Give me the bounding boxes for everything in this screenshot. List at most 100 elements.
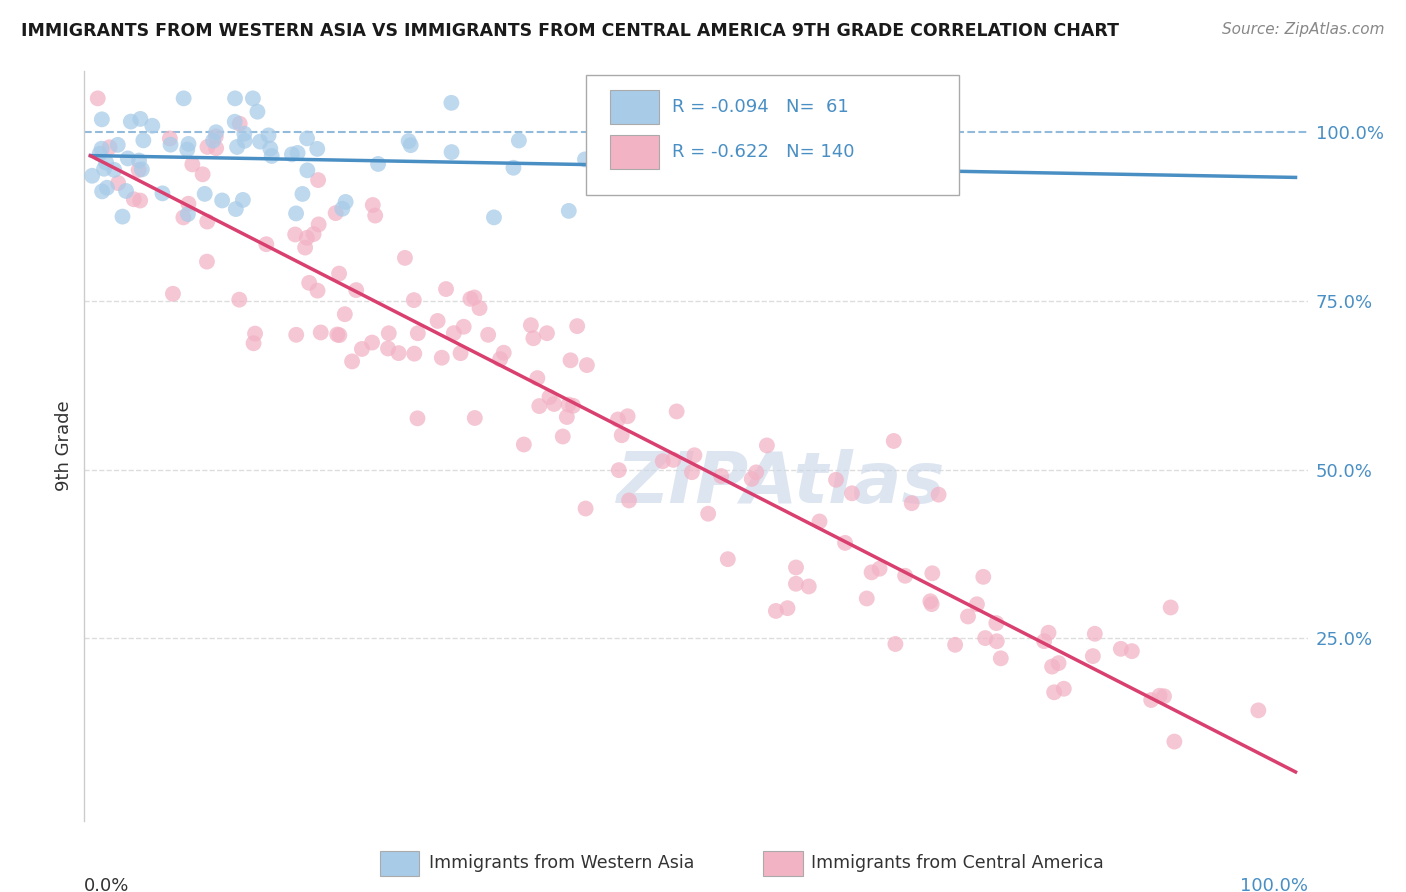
Point	[177, 136, 200, 151]
Point	[1153, 690, 1175, 704]
Point	[176, 143, 198, 157]
Point	[841, 486, 863, 500]
Point	[665, 404, 688, 418]
Point	[243, 326, 266, 341]
Point	[141, 119, 163, 133]
Point	[785, 560, 807, 574]
Point	[1109, 641, 1132, 656]
Point	[399, 138, 422, 153]
Point	[307, 173, 329, 187]
Point	[1160, 600, 1182, 615]
Point	[335, 194, 357, 209]
Point	[233, 134, 256, 148]
Text: R = -0.094   N=  61: R = -0.094 N= 61	[672, 98, 848, 116]
Point	[309, 326, 332, 340]
Point	[560, 353, 582, 368]
Point	[1140, 693, 1163, 707]
Point	[333, 307, 356, 321]
Point	[194, 186, 217, 201]
Point	[755, 438, 778, 452]
Point	[202, 134, 225, 148]
Point	[224, 91, 246, 105]
Point	[551, 429, 574, 443]
Text: ZIPAtlas: ZIPAtlas	[617, 449, 946, 518]
Point	[406, 411, 429, 425]
Point	[575, 358, 598, 372]
Text: R = -0.622   N= 140: R = -0.622 N= 140	[672, 144, 853, 161]
Point	[307, 284, 329, 298]
Point	[120, 114, 142, 128]
Point	[855, 591, 877, 606]
Point	[242, 336, 264, 351]
Point	[610, 428, 633, 442]
Point	[340, 354, 363, 368]
Point	[430, 351, 453, 365]
Point	[172, 211, 194, 225]
Point	[990, 651, 1012, 665]
Point	[986, 634, 1008, 648]
Point	[543, 397, 565, 411]
Point	[402, 293, 425, 307]
Point	[1047, 656, 1070, 670]
Point	[388, 346, 411, 360]
Point	[228, 293, 250, 307]
Point	[378, 326, 401, 341]
Point	[616, 409, 638, 424]
Point	[249, 135, 271, 149]
Point	[860, 566, 883, 580]
Point	[90, 112, 112, 127]
Point	[225, 202, 247, 216]
Point	[159, 131, 181, 145]
Point	[434, 282, 457, 296]
Point	[1053, 681, 1076, 696]
Point	[246, 104, 269, 119]
Point	[440, 95, 463, 110]
Point	[173, 91, 195, 105]
Point	[285, 206, 308, 220]
FancyBboxPatch shape	[586, 75, 959, 195]
Point	[508, 134, 530, 148]
Point	[776, 601, 799, 615]
Point	[162, 286, 184, 301]
Point	[574, 153, 596, 167]
Point	[522, 331, 544, 345]
Point	[302, 227, 325, 241]
Point	[468, 301, 491, 315]
Point	[567, 319, 589, 334]
Point	[697, 507, 720, 521]
Point	[394, 251, 416, 265]
Point	[228, 117, 250, 131]
Point	[574, 501, 596, 516]
Point	[825, 473, 848, 487]
Point	[928, 488, 950, 502]
Point	[526, 371, 548, 385]
Point	[536, 326, 558, 341]
Point	[785, 576, 807, 591]
Point	[869, 562, 891, 576]
Point	[295, 131, 318, 145]
Point	[477, 327, 499, 342]
Point	[257, 128, 280, 143]
Point	[94, 155, 117, 169]
Point	[361, 198, 384, 212]
Point	[943, 638, 966, 652]
Point	[294, 241, 316, 255]
Point	[651, 454, 673, 468]
Point	[463, 290, 485, 304]
Point	[191, 167, 214, 181]
Point	[205, 125, 228, 139]
Point	[489, 352, 512, 367]
Point	[128, 163, 150, 178]
Point	[513, 437, 536, 451]
Point	[464, 411, 486, 425]
Point	[607, 412, 630, 426]
Point	[520, 318, 543, 333]
Point	[350, 342, 373, 356]
Point	[717, 552, 740, 566]
Point	[555, 409, 578, 424]
Point	[607, 463, 630, 477]
Point	[132, 133, 155, 147]
Point	[1247, 703, 1270, 717]
Point	[260, 149, 283, 163]
FancyBboxPatch shape	[610, 135, 659, 169]
